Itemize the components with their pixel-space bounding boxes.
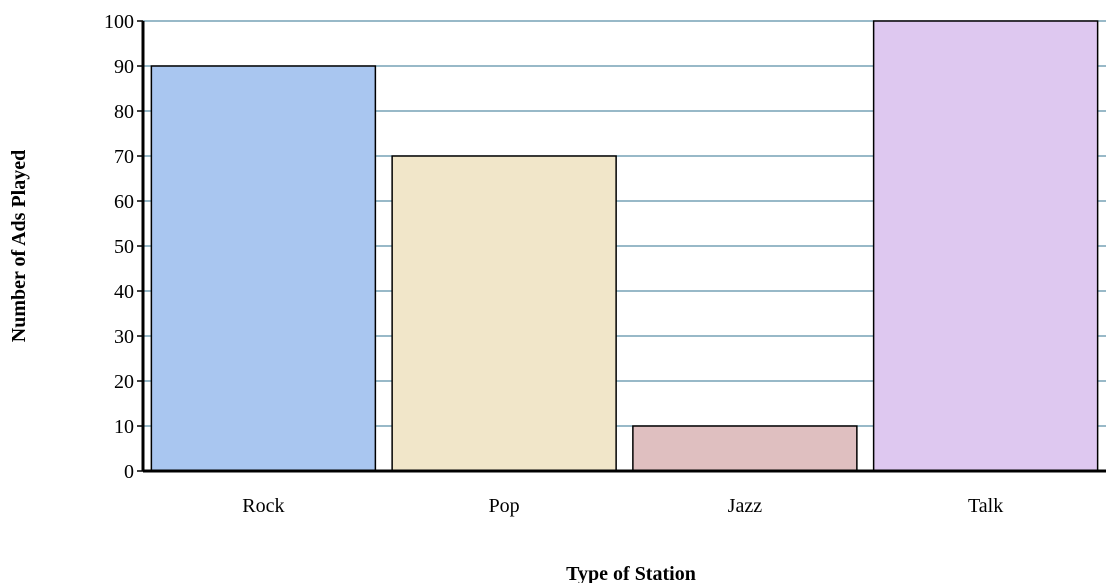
y-tick-label: 20	[114, 371, 134, 393]
bar-rock	[150, 65, 377, 472]
x-tick-label: Rock	[242, 495, 284, 517]
y-axis-title: Number of Ads Played	[8, 150, 30, 342]
y-tick-label: 50	[114, 236, 134, 258]
x-tick-labels: Rock Pop Jazz Talk	[242, 495, 1003, 517]
y-tick-label: 80	[114, 101, 134, 123]
x-axis-title: Type of Station	[566, 563, 696, 583]
y-tick-label: 40	[114, 281, 134, 303]
y-tick-label: 60	[114, 191, 134, 213]
bar-jazz	[632, 425, 858, 472]
x-tick-label: Pop	[489, 495, 520, 517]
x-tick-label: Jazz	[728, 495, 763, 517]
y-tick-label: 0	[124, 461, 134, 483]
y-tick-labels: 0 10 20 30 40 50 60 70 80 90 100	[104, 11, 143, 483]
bar-talk	[872, 20, 1099, 472]
y-tick-label: 10	[114, 416, 134, 438]
y-tick-label: 90	[114, 56, 134, 78]
y-tick-label: 100	[104, 11, 134, 33]
x-tick-label: Talk	[968, 495, 1003, 517]
y-tick-label: 30	[114, 326, 134, 348]
bar-pop	[391, 155, 617, 472]
y-tick-label: 70	[114, 146, 134, 168]
